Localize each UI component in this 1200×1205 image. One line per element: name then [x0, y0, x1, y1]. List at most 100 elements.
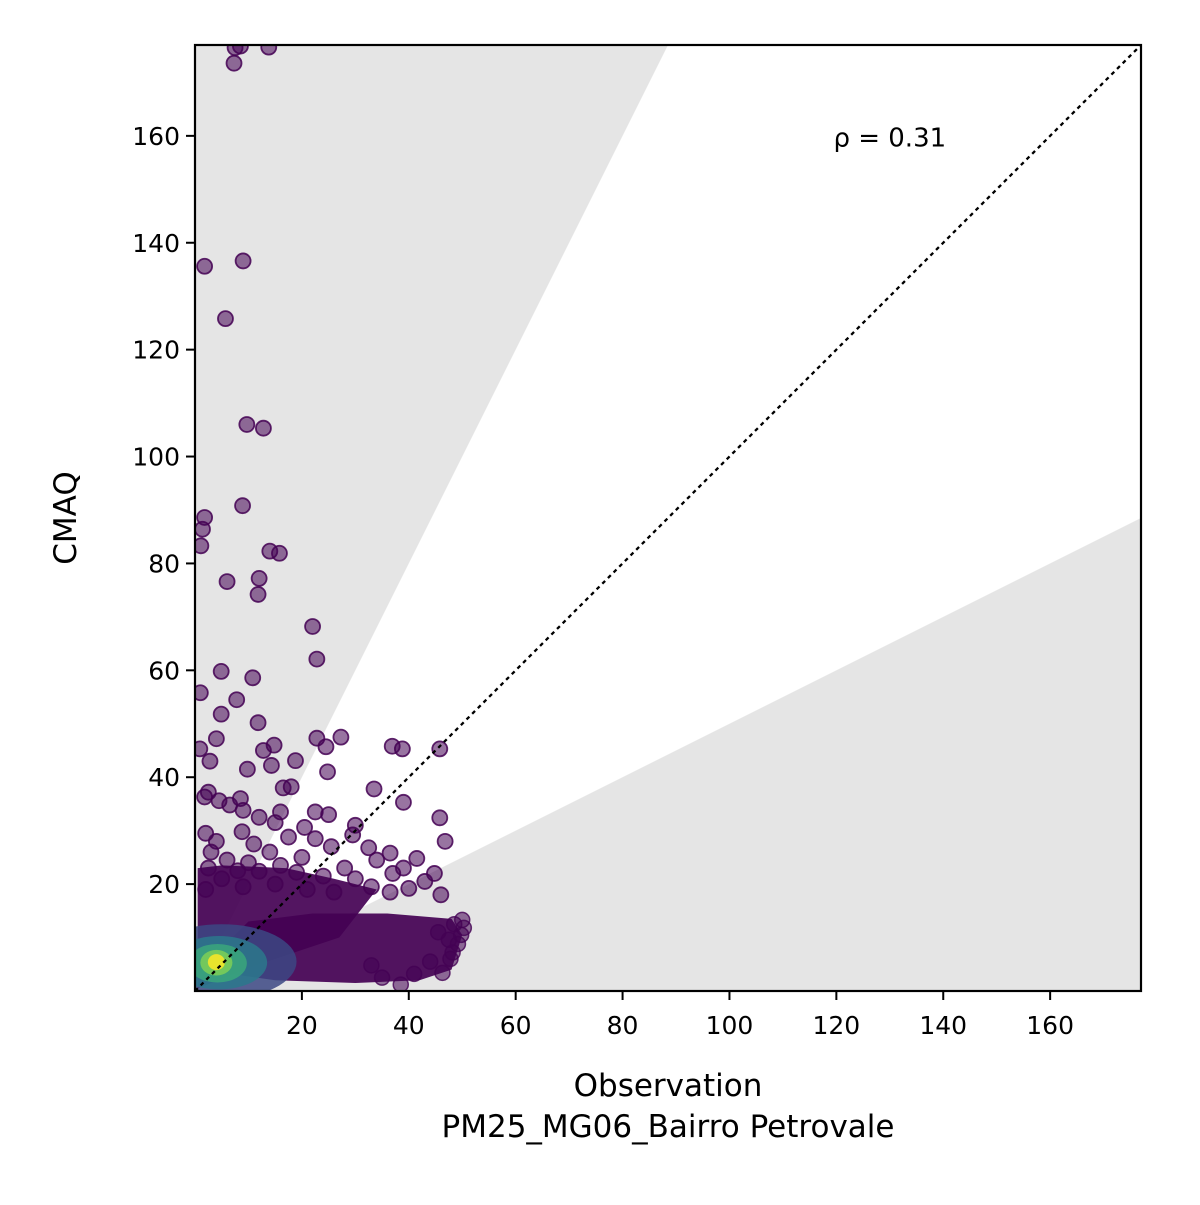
- x-tick-label: 100: [706, 1011, 754, 1040]
- data-point: [234, 801, 252, 819]
- data-point: [432, 886, 450, 904]
- data-point: [442, 950, 459, 968]
- data-point: [234, 878, 252, 896]
- y-tick-label: 120: [132, 336, 180, 365]
- data-point: [213, 870, 231, 888]
- data-point: [405, 965, 423, 983]
- x-axis-title: Observation: [574, 1068, 763, 1104]
- data-point: [195, 740, 209, 758]
- data-point: [325, 883, 343, 901]
- data-point: [306, 830, 324, 848]
- x-tick-label: 80: [607, 1011, 639, 1040]
- reference-line: [195, 45, 1141, 991]
- data-point: [271, 544, 288, 562]
- data-point: [381, 883, 399, 901]
- y-tick-label: 100: [132, 443, 180, 472]
- scatter-points: [195, 45, 454, 904]
- data-point: [288, 863, 305, 881]
- data-point: [308, 650, 326, 668]
- data-point: [362, 878, 380, 896]
- data-point: [225, 54, 243, 72]
- data-point: [319, 763, 336, 781]
- data-point: [408, 850, 426, 867]
- data-point: [368, 851, 386, 869]
- data-point: [429, 923, 447, 941]
- one-to-one-line: [195, 45, 1141, 991]
- data-point: [250, 862, 268, 880]
- data-point: [346, 870, 364, 888]
- data-point: [434, 964, 451, 982]
- y-axis-ticks: 20 40 60 80 100 120 140 160: [132, 122, 195, 899]
- y-axis-title: CMAQ: [48, 471, 84, 564]
- data-point: [360, 839, 378, 857]
- data-point: [272, 857, 289, 874]
- data-point: [306, 803, 324, 821]
- data-point: [431, 740, 449, 758]
- data-point: [263, 757, 280, 774]
- data-point: [249, 714, 267, 732]
- data-point: [233, 823, 251, 841]
- data-point: [202, 843, 220, 861]
- data-point: [320, 806, 338, 824]
- data-point: [287, 752, 304, 770]
- data-point: [245, 835, 263, 853]
- data-point: [195, 684, 209, 702]
- data-point: [445, 915, 463, 933]
- data-point: [317, 738, 335, 756]
- y-tick-label: 60: [148, 656, 180, 685]
- data-point: [431, 809, 449, 827]
- data-point: [249, 586, 267, 603]
- data-point: [217, 310, 234, 328]
- y-tick-label: 160: [132, 122, 180, 151]
- data-point: [416, 873, 434, 890]
- data-point: [195, 537, 210, 555]
- data-point: [336, 859, 354, 877]
- data-point: [395, 793, 412, 811]
- data-point: [207, 730, 225, 748]
- data-point: [384, 865, 402, 882]
- data-point: [218, 573, 236, 591]
- data-point: [363, 957, 380, 974]
- data-point: [332, 728, 350, 746]
- y-tick-label: 20: [148, 870, 180, 899]
- data-point: [238, 760, 256, 778]
- data-point: [201, 752, 219, 770]
- x-tick-label: 140: [919, 1011, 967, 1040]
- data-point: [250, 569, 268, 587]
- data-point: [393, 740, 411, 758]
- data-point: [436, 832, 454, 850]
- data-point: [261, 843, 279, 861]
- data-point: [260, 45, 278, 56]
- data-point: [255, 742, 272, 759]
- data-point: [293, 848, 311, 866]
- x-tick-label: 20: [286, 1011, 318, 1040]
- data-point: [212, 705, 230, 723]
- correlation-annotation: ρ = 0.31: [833, 124, 946, 154]
- y-tick-label: 40: [148, 763, 180, 792]
- data-point: [322, 838, 340, 856]
- y-tick-label: 140: [132, 229, 180, 258]
- x-tick-label: 120: [812, 1011, 860, 1040]
- data-point: [199, 859, 217, 877]
- data-point: [365, 780, 383, 798]
- data-point: [218, 851, 236, 869]
- shaded-region-1: [195, 45, 668, 991]
- data-point: [421, 953, 439, 970]
- data-point: [244, 669, 262, 687]
- data-point: [197, 881, 215, 898]
- data-point: [229, 862, 247, 880]
- data-point: [195, 520, 211, 538]
- data-point: [304, 618, 321, 635]
- data-point: [373, 969, 391, 986]
- data-point: [392, 976, 410, 991]
- x-tick-label: 40: [393, 1011, 425, 1040]
- data-point: [196, 788, 214, 806]
- data-point: [282, 778, 300, 796]
- x-tick-label: 160: [1026, 1011, 1074, 1040]
- data-point: [238, 416, 256, 433]
- data-point: [344, 826, 362, 844]
- data-point: [280, 828, 297, 846]
- data-point: [298, 881, 316, 898]
